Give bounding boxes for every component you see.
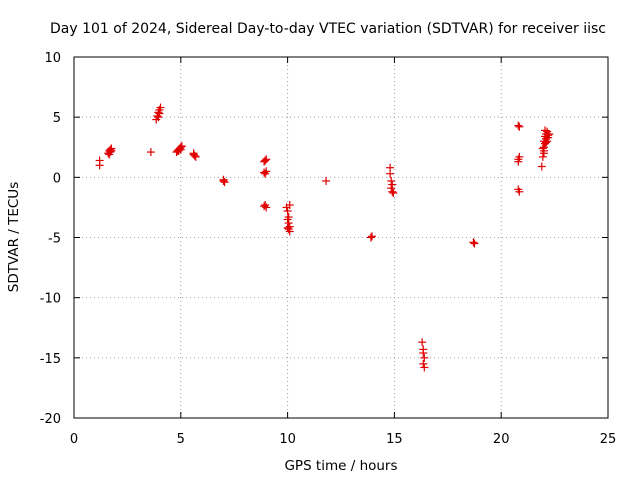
x-tick-label: 15 (386, 432, 403, 447)
x-tick-label: 0 (70, 432, 78, 447)
data-point (419, 360, 427, 368)
data-point (367, 234, 375, 242)
data-point (418, 338, 426, 346)
data-point (260, 202, 268, 210)
y-tick-label: 0 (53, 171, 61, 186)
data-point (260, 169, 268, 177)
y-tick-label: 5 (53, 111, 61, 126)
y-axis-label: SDTVAR / TECUs (6, 182, 22, 292)
x-tick-label: 20 (493, 432, 510, 447)
data-point (419, 349, 427, 357)
data-point (387, 177, 395, 185)
data-point (388, 188, 396, 196)
y-tick-label: -5 (48, 232, 61, 247)
x-tick-label: 25 (600, 432, 617, 447)
data-point (389, 189, 397, 197)
data-point (368, 232, 376, 240)
x-tick-label: 5 (177, 432, 185, 447)
x-tick-label: 10 (279, 432, 296, 447)
data-point (147, 148, 155, 156)
y-tick-label: -20 (40, 412, 61, 427)
data-point (261, 156, 269, 164)
axis-ticks: 0 5 10 15 20 25 -20 -15 -10 -5 0 5 10 (40, 51, 617, 447)
y-tick-label: 10 (44, 51, 61, 66)
data-point (284, 207, 292, 215)
data-point (539, 153, 547, 161)
data-point (386, 170, 394, 178)
data-point (514, 122, 522, 130)
data-point (322, 177, 330, 185)
data-point (538, 163, 546, 171)
data-points (96, 104, 554, 372)
sdtvar-chart: Day 101 of 2024, Sidereal Day-to-day VTE… (0, 0, 640, 480)
data-point (420, 354, 428, 362)
data-point (515, 123, 523, 131)
data-point (96, 156, 104, 164)
data-point (284, 224, 292, 232)
data-point (420, 363, 428, 371)
x-axis-label: GPS time / hours (284, 458, 397, 474)
data-point (471, 240, 479, 248)
grid-lines (74, 57, 608, 418)
y-tick-label: -15 (40, 352, 61, 367)
data-point (388, 181, 396, 189)
chart-title: Day 101 of 2024, Sidereal Day-to-day VTE… (50, 21, 606, 37)
y-tick-label: -10 (40, 292, 61, 307)
data-point (469, 238, 477, 246)
